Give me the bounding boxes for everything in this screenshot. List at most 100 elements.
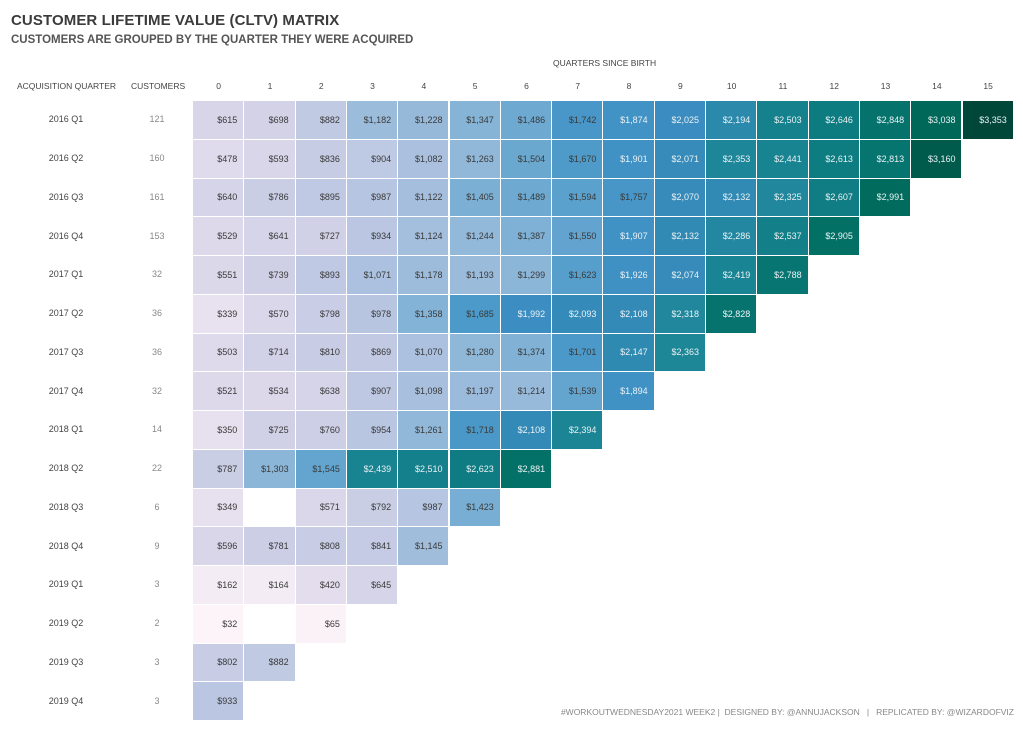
heatmap-cell[interactable]: $1,742	[552, 101, 604, 140]
heatmap-cell[interactable]: $1,550	[552, 217, 604, 256]
heatmap-cell[interactable]: $2,848	[859, 101, 912, 140]
heatmap-cell[interactable]: $2,108	[500, 411, 553, 450]
heatmap-cell[interactable]: $893	[295, 256, 347, 295]
heatmap-cell[interactable]: $2,093	[552, 294, 604, 334]
heatmap-cell[interactable]: $1,228	[398, 101, 450, 140]
heatmap-cell[interactable]: $2,991	[859, 178, 912, 218]
heatmap-cell[interactable]: $1,504	[500, 139, 553, 179]
heatmap-cell[interactable]: $2,439	[346, 449, 399, 489]
heatmap-cell[interactable]: $978	[346, 294, 399, 334]
heatmap-cell[interactable]: $596	[193, 527, 245, 566]
heatmap-cell[interactable]: $1,303	[244, 449, 296, 489]
heatmap-cell[interactable]: $1,299	[500, 256, 553, 295]
heatmap-cell[interactable]: $349	[193, 488, 245, 528]
heatmap-cell[interactable]: $1,405	[449, 178, 501, 218]
heatmap-cell[interactable]: $739	[244, 256, 296, 295]
heatmap-cell[interactable]: $786	[244, 178, 296, 218]
heatmap-cell[interactable]: $2,286	[706, 217, 758, 256]
heatmap-cell[interactable]: $798	[295, 294, 347, 334]
heatmap-cell[interactable]: $2,363	[654, 333, 706, 373]
heatmap-cell[interactable]: $2,025	[654, 101, 706, 140]
heatmap-cell[interactable]: $3,038	[911, 101, 963, 140]
heatmap-cell[interactable]: $2,813	[859, 139, 912, 179]
heatmap-cell[interactable]: $1,701	[552, 333, 604, 373]
heatmap-cell[interactable]: $339	[193, 294, 245, 334]
heatmap-cell[interactable]: $2,881	[500, 449, 553, 489]
heatmap-cell[interactable]: $65	[295, 604, 347, 644]
heatmap-cell[interactable]: $529	[193, 217, 245, 256]
heatmap-cell[interactable]: $725	[244, 411, 296, 450]
heatmap-cell[interactable]: $1,124	[398, 217, 450, 256]
heatmap-cell[interactable]: $2,441	[757, 139, 809, 179]
heatmap-cell[interactable]: $1,098	[398, 372, 450, 411]
heatmap-cell[interactable]: $1,992	[500, 294, 553, 334]
heatmap-cell[interactable]: $1,539	[552, 372, 604, 411]
heatmap-cell[interactable]: $503	[193, 333, 245, 373]
heatmap-cell[interactable]: $760	[295, 411, 347, 450]
heatmap-cell[interactable]: $882	[244, 643, 296, 683]
heatmap-cell[interactable]: $1,545	[295, 449, 347, 489]
heatmap-cell[interactable]: $1,178	[398, 256, 450, 295]
heatmap-cell[interactable]: $904	[346, 139, 399, 179]
heatmap-cell[interactable]: $714	[244, 333, 296, 373]
heatmap-cell[interactable]: $1,486	[500, 101, 553, 140]
heatmap-cell[interactable]: $2,537	[757, 217, 809, 256]
heatmap-cell[interactable]: $162	[193, 566, 245, 605]
heatmap-cell[interactable]: $2,905	[808, 217, 860, 256]
heatmap-cell[interactable]: $2,325	[757, 178, 809, 218]
heatmap-cell[interactable]: $1,901	[603, 139, 655, 179]
heatmap-cell[interactable]: $1,358	[398, 294, 450, 334]
heatmap-cell[interactable]: $810	[295, 333, 347, 373]
heatmap-cell[interactable]: $1,926	[603, 256, 655, 295]
heatmap-cell[interactable]: $882	[295, 101, 347, 140]
heatmap-cell[interactable]: $2,132	[654, 217, 706, 256]
heatmap-cell[interactable]: $1,489	[500, 178, 553, 218]
heatmap-cell[interactable]: $593	[244, 139, 296, 179]
heatmap-cell[interactable]: $478	[193, 139, 245, 179]
heatmap-cell[interactable]: $420	[295, 566, 347, 605]
heatmap-cell[interactable]: $2,132	[706, 178, 758, 218]
heatmap-cell[interactable]: $2,646	[808, 101, 860, 140]
heatmap-cell[interactable]: $1,244	[449, 217, 501, 256]
heatmap-cell[interactable]: $2,607	[808, 178, 860, 218]
heatmap-cell[interactable]: $534	[244, 372, 296, 411]
heatmap-cell[interactable]: $164	[244, 566, 296, 605]
heatmap-cell[interactable]: $32	[193, 604, 245, 644]
heatmap-cell[interactable]: $895	[295, 178, 347, 218]
heatmap-cell[interactable]: $2,613	[808, 139, 860, 179]
heatmap-cell[interactable]: $1,623	[552, 256, 604, 295]
heatmap-cell[interactable]: $571	[295, 488, 347, 528]
heatmap-cell[interactable]: $869	[346, 333, 399, 373]
heatmap-cell[interactable]: $954	[346, 411, 399, 450]
heatmap-cell[interactable]: $3,353	[962, 101, 1014, 140]
heatmap-cell[interactable]: $2,074	[654, 256, 706, 295]
heatmap-cell[interactable]: $792	[346, 488, 399, 528]
heatmap-cell[interactable]: $934	[346, 217, 399, 256]
heatmap-cell[interactable]: $641	[244, 217, 296, 256]
heatmap-cell[interactable]: $1,122	[398, 178, 450, 218]
heatmap-cell[interactable]: $615	[193, 101, 245, 140]
heatmap-cell[interactable]: $836	[295, 139, 347, 179]
heatmap-cell[interactable]: $2,353	[706, 139, 758, 179]
heatmap-cell[interactable]: $1,874	[603, 101, 655, 140]
heatmap-cell[interactable]: $2,147	[603, 333, 655, 373]
heatmap-cell[interactable]: $1,907	[603, 217, 655, 256]
heatmap-cell[interactable]: $1,423	[449, 488, 501, 528]
heatmap-cell[interactable]: $1,145	[398, 527, 450, 566]
heatmap-cell[interactable]: $907	[346, 372, 399, 411]
heatmap-cell[interactable]: $1,261	[398, 411, 450, 450]
heatmap-cell[interactable]: $781	[244, 527, 296, 566]
heatmap-cell[interactable]: $1,387	[500, 217, 553, 256]
heatmap-cell[interactable]: $3,160	[911, 139, 963, 179]
heatmap-cell[interactable]: $727	[295, 217, 347, 256]
heatmap-cell[interactable]: $2,623	[449, 449, 501, 489]
heatmap-cell[interactable]: $521	[193, 372, 245, 411]
heatmap-cell[interactable]: $638	[295, 372, 347, 411]
heatmap-cell[interactable]: $1,070	[398, 333, 450, 373]
heatmap-cell[interactable]: $1,182	[346, 101, 399, 140]
heatmap-cell[interactable]: $1,347	[449, 101, 501, 140]
heatmap-cell[interactable]: $570	[244, 294, 296, 334]
heatmap-cell[interactable]: $2,419	[706, 256, 758, 295]
heatmap-cell[interactable]: $933	[193, 682, 245, 721]
heatmap-cell[interactable]: $2,071	[654, 139, 706, 179]
